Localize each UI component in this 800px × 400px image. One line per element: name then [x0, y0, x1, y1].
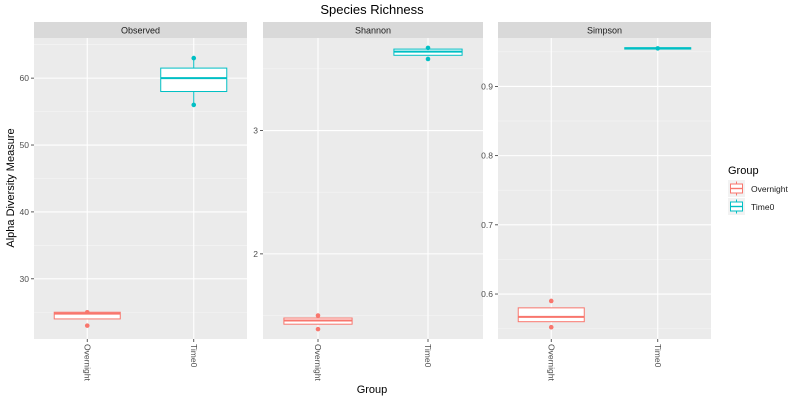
data-point: [425, 56, 431, 62]
box-overnight: [517, 298, 585, 330]
panel-background: [263, 38, 483, 339]
data-point: [548, 298, 554, 304]
data-point: [315, 326, 321, 332]
legend-title: Group: [728, 165, 759, 177]
box-iqr: [160, 67, 228, 93]
y-tick-label: 3: [253, 126, 258, 136]
data-point: [548, 324, 554, 330]
box-time0: [393, 45, 463, 62]
data-point: [84, 309, 90, 315]
panel-observed: Observed 30 40 50 60 Overnight Time0: [20, 22, 247, 381]
panel-background: [498, 38, 711, 339]
legend: Group Overnight Time0: [728, 165, 788, 215]
y-tick-label: 0.9: [481, 81, 493, 91]
chart-title: Species Richness: [320, 2, 424, 17]
y-tick-label: 60: [20, 73, 30, 83]
data-point: [655, 46, 661, 51]
y-tick-label: 40: [20, 207, 30, 217]
facet-strip-label: Shannon: [355, 26, 391, 36]
y-axis-label: Alpha Diversity Measure: [5, 128, 17, 247]
box-iqr: [517, 307, 585, 323]
facet-strip: [34, 22, 247, 38]
y-tick-label: 0.8: [481, 151, 493, 161]
facet-strip: [263, 22, 483, 38]
legend-key-overnight: Overnight: [728, 180, 788, 197]
x-tick-label: Time0: [189, 344, 199, 368]
x-tick-label: Time0: [653, 344, 663, 368]
legend-entry-label: Time0: [751, 202, 775, 212]
y-tick-label: 30: [20, 274, 30, 284]
facet-strip-label: Observed: [121, 26, 160, 36]
x-tick-label: Overnight: [82, 344, 92, 381]
panel-simpson: Simpson 0.6 0.7 0.8 0.9 Overnight Time0: [481, 22, 711, 381]
box-overnight: [53, 309, 121, 328]
box-time0: [160, 55, 228, 108]
panel-shannon: Shannon 2 3 Overnight Time0: [253, 22, 483, 381]
x-axis-label: Group: [357, 384, 388, 396]
y-tick-label: 50: [20, 140, 30, 150]
facet-strip: [498, 22, 711, 38]
data-point: [84, 323, 90, 328]
y-tick-label: 0.6: [481, 289, 493, 299]
data-point: [315, 313, 321, 318]
data-point: [425, 45, 431, 51]
box-overnight: [283, 313, 353, 332]
legend-entry-label: Overnight: [751, 184, 788, 194]
data-point: [191, 102, 197, 108]
x-tick-label: Time0: [423, 344, 433, 368]
box-time0: [624, 46, 692, 51]
legend-key-time0: Time0: [728, 198, 775, 215]
x-tick-label: Overnight: [546, 344, 556, 381]
facet-strip-label: Simpson: [587, 26, 622, 36]
y-tick-label: 0.7: [481, 220, 493, 230]
y-tick-label: 2: [253, 249, 258, 259]
x-tick-label: Overnight: [313, 344, 323, 381]
data-point: [191, 55, 197, 61]
